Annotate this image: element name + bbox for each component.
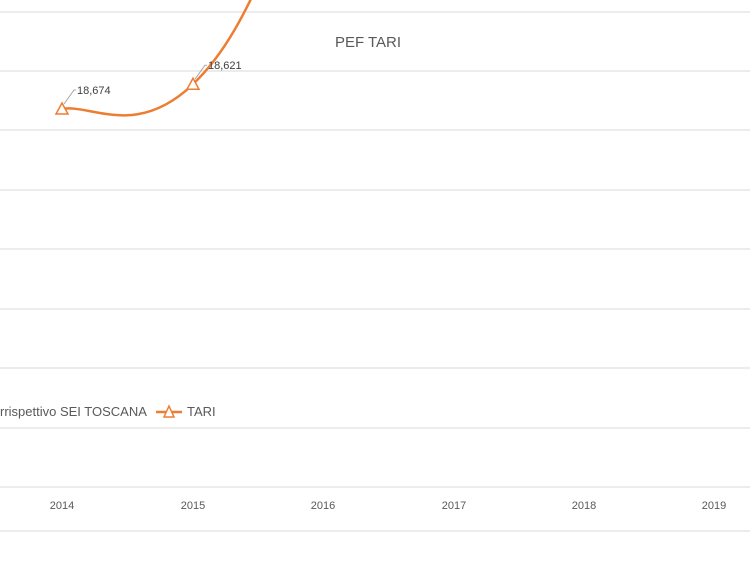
x-axis-ticks: 2014 2015 2016 2017 2018 2019 <box>50 500 726 512</box>
x-tick-label-2016: 2016 <box>311 500 335 512</box>
x-tick-label-2018: 2018 <box>572 500 596 512</box>
legend-triangle-icon <box>162 404 176 418</box>
data-label-tari-2014: 18,674 <box>77 85 111 97</box>
legend-label-tari: TARI <box>187 404 216 419</box>
series-layer: 17,29916,94816,54516,28015,85916,418,674… <box>54 0 252 117</box>
chart-title: PEF TARI <box>335 34 401 51</box>
leader-line-tari-2014 <box>63 89 76 105</box>
x-tick-label-2019: 2019 <box>702 500 726 512</box>
data-label-tari-2015: 18,621 <box>208 60 242 72</box>
x-tick-label-2017: 2017 <box>442 500 466 512</box>
leader-line-tari-2015 <box>194 64 207 80</box>
legend: rrispettivo SEI TOSCANA TARI <box>0 404 216 419</box>
series-line-tari <box>61 0 252 117</box>
x-tick-label-2014: 2014 <box>50 500 74 512</box>
x-tick-label-2015: 2015 <box>181 500 205 512</box>
legend-label-series-1: rrispettivo SEI TOSCANA <box>0 404 147 419</box>
point-tari-2014 <box>54 101 70 115</box>
point-tari-2015 <box>185 76 201 90</box>
gridlines <box>0 11 750 532</box>
